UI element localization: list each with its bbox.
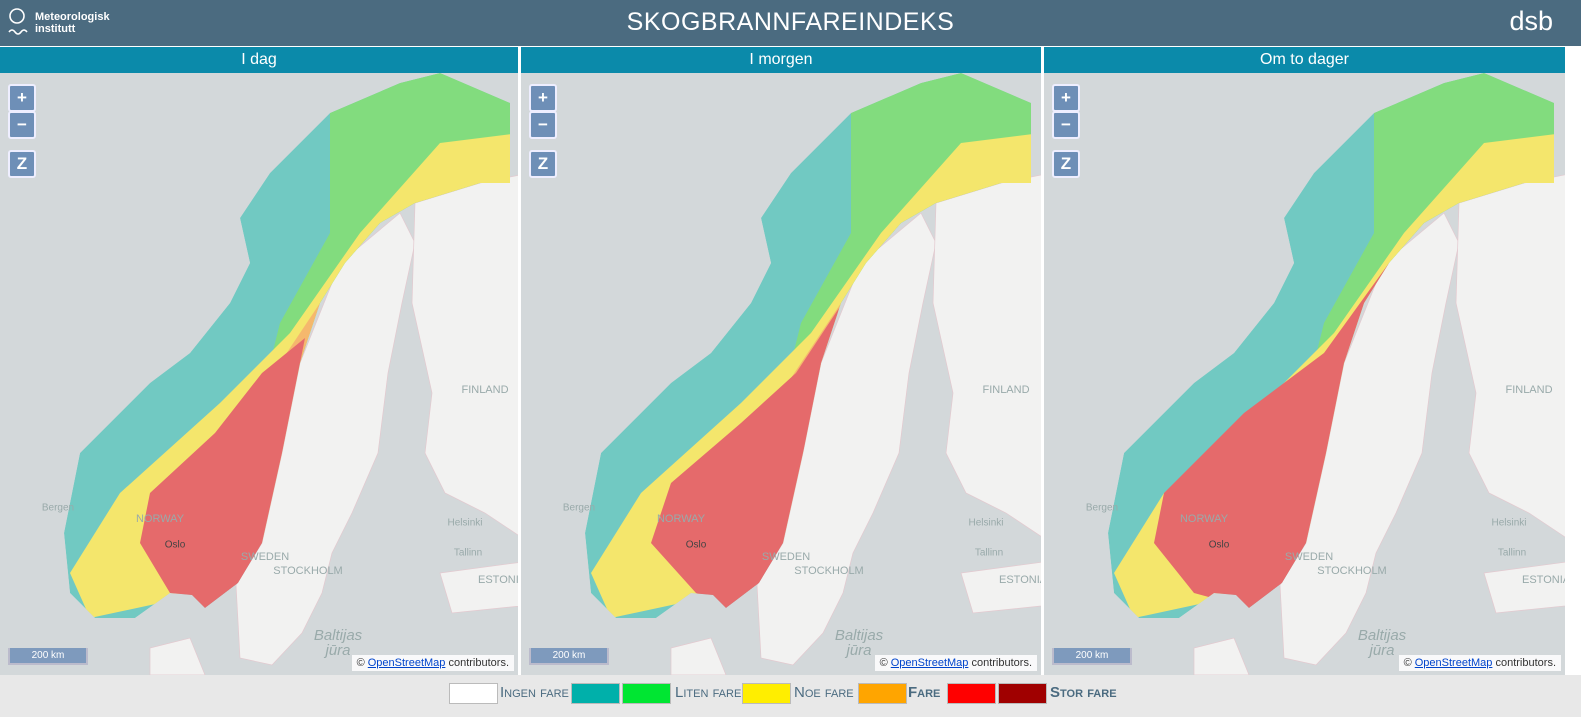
map-panel: I dag FINLAND SWEDEN STOCKHOLM Helsinki Talli… [0,47,518,675]
place-label: ESTONIA [1522,574,1565,586]
legend-label: Ingen fare [500,684,569,701]
place-label: FINLAND [982,384,1029,396]
land [1483,561,1565,614]
attribution-link[interactable]: OpenStreetMap [1414,657,1493,669]
place-label: Helsinki [1491,518,1526,529]
land [670,637,727,675]
place-label: Oslo [686,540,707,551]
zoom-reset-button[interactable]: Z [1052,150,1080,178]
fire-zone-red [651,308,839,608]
legend-swatch [947,683,996,704]
place-label: Helsinki [447,518,482,529]
attribution: © OpenStreetMap contributors. [351,655,514,671]
map-panel: I morgen FINLAND SWEDEN STOCKHOLM Helsinki Ta… [521,47,1041,675]
map[interactable]: FINLAND SWEDEN STOCKHOLM Helsinki Tallinn EST… [0,73,518,675]
place-label: SWEDEN [762,551,810,563]
place-label: Tallinn [1498,548,1526,559]
place-label: Oslo [1209,540,1230,551]
map-panel: Om to dager FINLAND SWEDEN STOCKHOLM Helsink… [1044,47,1565,675]
logo-icon [8,8,28,35]
header: Meteorologisk institutt SKOGBRANNFAREINDE… [0,0,1581,46]
scale-bar: 200 km [1052,648,1132,665]
legend: Ingen fare Liten fare Noe fare Fare Stor far… [0,675,1581,717]
logo-text: Meteorologisk institutt [35,11,110,35]
place-label: SWEDEN [1285,551,1333,563]
legend-swatch [998,683,1047,704]
legend-swatch [571,683,620,704]
map[interactable]: FINLAND SWEDEN STOCKHOLM Helsinki Tallinn EST… [521,73,1041,675]
zoom-out-button[interactable]: − [8,111,36,139]
attribution-link[interactable]: OpenStreetMap [890,657,969,669]
place-label: jūra [323,642,350,659]
zoom-reset-button[interactable]: Z [529,150,557,178]
zoom-reset-button[interactable]: Z [8,150,36,178]
place-label: Tallinn [454,548,482,559]
zoom-in-button[interactable]: + [1052,84,1080,112]
place-label: NORWAY [1180,513,1229,525]
fire-zone-red [140,338,305,608]
zoom-in-button[interactable]: + [8,84,36,112]
legend-swatch [858,683,907,704]
zoom-out-button[interactable]: − [529,111,557,139]
panel-title: Om to dager [1044,47,1565,73]
attribution: © OpenStreetMap contributors. [1398,655,1561,671]
attribution-suffix: contributors. [1495,657,1556,669]
legend-label: Noe fare [794,684,854,701]
attribution-link[interactable]: OpenStreetMap [367,657,446,669]
place-label: Tallinn [975,548,1003,559]
place-label: FINLAND [461,384,508,396]
logo-line: Meteorologisk [35,11,110,23]
attribution: © OpenStreetMap contributors. [874,655,1037,671]
legend-label: Liten fare [675,684,742,701]
place-label: jūra [1367,642,1394,659]
fire-index-layer [1108,73,1554,618]
place-label: jūra [844,642,871,659]
zoom-in-button[interactable]: + [529,84,557,112]
place-label: Baltijas [1358,627,1407,644]
scale-bar: 200 km [8,648,88,665]
place-label: Bergen [42,503,74,514]
place-label: STOCKHOLM [794,565,863,577]
attribution-suffix: contributors. [971,657,1032,669]
map[interactable]: FINLAND SWEDEN STOCKHOLM Helsinki Tallinn EST… [1044,73,1565,675]
legend-label: Fare [908,684,941,701]
place-label: Bergen [563,503,595,514]
land [960,561,1041,614]
scale-bar: 200 km [529,648,609,665]
place-label: NORWAY [657,513,706,525]
place-label: FINLAND [1505,384,1552,396]
attribution-prefix: © [356,657,365,669]
place-label: NORWAY [136,513,185,525]
legend-swatch [449,683,498,704]
place-label: Baltijas [835,627,884,644]
legend-swatch [742,683,791,704]
place-label: Oslo [165,540,186,551]
partner-logo[interactable]: dsb [1509,6,1553,36]
place-label: Bergen [1086,503,1118,514]
place-label: STOCKHOLM [1317,565,1386,577]
land [149,637,206,675]
logo-line: institutt [35,23,76,35]
attribution-suffix: contributors. [448,657,509,669]
place-label: ESTONIA [999,574,1041,586]
attribution-prefix: © [879,657,888,669]
legend-label: Stor fare [1050,684,1117,701]
legend-swatch [622,683,671,704]
place-label: Baltijas [314,627,363,644]
panel-title: I dag [0,47,518,73]
fire-zone-red [1154,263,1389,608]
place-label: ESTONIA [478,574,518,586]
page-title: SKOGBRANNFAREINDEKS [626,8,955,36]
place-label: STOCKHOLM [273,565,342,577]
attribution-prefix: © [1403,657,1412,669]
land [439,562,518,614]
zoom-out-button[interactable]: − [1052,111,1080,139]
panel-title: I morgen [521,47,1041,73]
place-label: SWEDEN [241,551,289,563]
place-label: Helsinki [968,518,1003,529]
land [1193,637,1250,675]
